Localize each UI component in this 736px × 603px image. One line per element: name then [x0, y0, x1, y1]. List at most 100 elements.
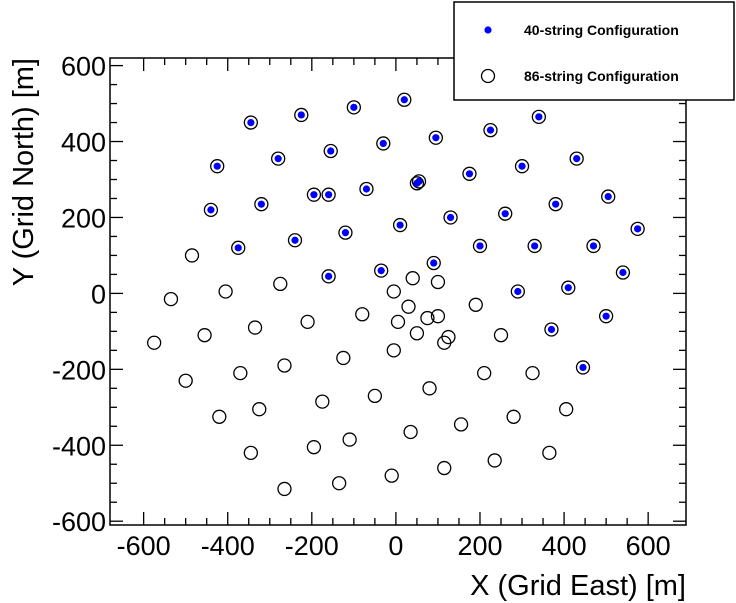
data-point-86-string: [405, 271, 420, 286]
x-tick-label: -600: [117, 531, 171, 561]
x-tick-label: 200: [457, 531, 502, 561]
y-tick-label: -400: [52, 431, 106, 461]
data-point-86-string: [437, 460, 452, 476]
data-point-86-string: [231, 240, 246, 255]
x-tick-labels: -600 -400 -200 0 200 400 600: [117, 531, 671, 561]
data-point-86-string: [453, 417, 469, 432]
data-point-86-string: [506, 409, 521, 424]
data-point-86-string: [184, 248, 200, 263]
data-point-86-string: [359, 181, 374, 197]
data-point-86-string: [422, 381, 437, 396]
data-point-86-string: [247, 320, 263, 335]
data-point-86-string: [300, 314, 315, 330]
y-tick-label: 400: [61, 128, 106, 158]
data-point-86-string: [409, 326, 425, 341]
data-point-86-string: [510, 284, 525, 299]
data-point-86-string: [483, 122, 498, 138]
data-point-40-string: [476, 242, 484, 250]
data-point-86-string: [321, 187, 336, 202]
data-point-40-string: [213, 162, 221, 170]
data-point-40-string: [325, 272, 333, 280]
x-tick-label: 0: [388, 531, 403, 561]
data-point-86-string: [409, 176, 425, 191]
x-tick-label: -200: [285, 531, 339, 561]
data-point-86-string: [374, 263, 389, 278]
data-point-86-string: [243, 115, 258, 130]
data-point-86-string: [561, 280, 576, 295]
data-point-40-string: [579, 363, 587, 372]
data-point-86-string: [586, 238, 601, 254]
series-40-string: [207, 96, 642, 372]
data-point-40-string: [362, 185, 371, 193]
y-tick-label: 600: [61, 52, 106, 82]
data-point-86-string: [294, 107, 309, 123]
data-point-86-string: [342, 432, 357, 447]
data-point-86-string: [323, 143, 338, 159]
data-point-40-string: [552, 200, 560, 208]
data-point-86-string: [443, 210, 458, 225]
data-point-86-string: [355, 307, 370, 322]
x-tick-label: -400: [201, 531, 255, 561]
data-point-40-string: [310, 191, 318, 199]
data-point-40-string: [446, 213, 455, 222]
data-point-86-string: [212, 409, 227, 424]
data-point-86-string: [411, 174, 427, 189]
data-point-40-string: [634, 225, 642, 233]
data-point-40-string: [531, 242, 539, 250]
data-point-40-string: [501, 210, 509, 218]
data-point-40-string: [514, 287, 522, 296]
data-point-86-string: [376, 136, 391, 151]
x-tick-label: 600: [626, 531, 671, 561]
data-point-40-string: [341, 229, 350, 237]
data-point-86-string: [428, 130, 443, 145]
y-tick-label: -600: [52, 507, 106, 537]
data-point-86-string: [441, 329, 456, 345]
legend: 40-string Configuration 86-string Config…: [453, 1, 735, 101]
data-point-86-string: [472, 238, 488, 254]
data-point-86-string: [531, 109, 546, 124]
data-point-40-string: [432, 134, 440, 142]
data-point-86-string: [430, 309, 446, 324]
data-point-86-string: [468, 297, 483, 312]
data-point-86-string: [462, 166, 477, 181]
data-point-86-string: [493, 328, 509, 343]
data-point-40-string: [396, 221, 404, 229]
data-point-86-string: [477, 365, 492, 381]
data-point-86-string: [487, 453, 502, 468]
data-point-86-string: [559, 402, 574, 417]
data-point-86-string: [390, 314, 406, 330]
plot-area: [109, 57, 687, 526]
data-point-86-string: [178, 373, 193, 388]
data-point-40-string: [325, 191, 333, 199]
data-point-86-string: [420, 310, 435, 326]
data-point-40-string: [535, 113, 543, 121]
series-86-string: [146, 92, 645, 497]
legend-box: [453, 1, 735, 101]
data-point-86-string: [430, 274, 446, 290]
x-axis-title: X (Grid East) [m]: [470, 570, 686, 602]
data-point-86-string: [146, 335, 162, 350]
data-point-40-string: [297, 111, 305, 119]
data-point-40-string: [377, 267, 385, 275]
data-point-40-string: [465, 170, 474, 178]
legend-marker-86-string: [480, 68, 496, 84]
data-point-40-string: [564, 284, 572, 292]
data-point-86-string: [367, 388, 383, 404]
data-point-86-string: [548, 197, 563, 212]
data-point-40-string: [547, 325, 556, 334]
plot-frame: [109, 57, 687, 526]
data-point-86-string: [306, 187, 322, 202]
data-point-40-string: [247, 118, 255, 127]
data-point-86-string: [601, 189, 616, 204]
legend-label-86-string: 86-string Configuration: [524, 68, 679, 84]
data-point-86-string: [401, 299, 416, 314]
data-point-86-string: [287, 233, 303, 248]
data-point-40-string: [379, 139, 387, 148]
y-tick-labels: -600 -400 -200 0 200 400 600: [52, 52, 106, 538]
axis-ticks: [110, 58, 686, 525]
data-point-40-string: [518, 162, 526, 170]
data-point-86-string: [163, 291, 179, 307]
data-point-86-string: [254, 197, 269, 212]
y-axis-title: Y (Grid North) [m]: [8, 58, 40, 286]
